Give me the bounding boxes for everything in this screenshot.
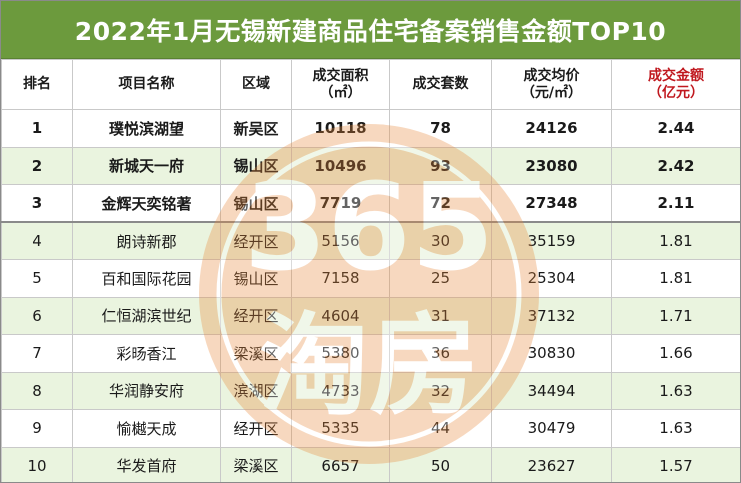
cell-rank: 1	[1, 109, 73, 148]
cell-area: 7719	[291, 184, 390, 223]
cell-area: 10118	[291, 109, 390, 148]
cell-amount: 1.66	[611, 334, 740, 373]
cell-area: 4733	[291, 371, 390, 410]
cell-project: 璞悦滨湖望	[72, 109, 221, 148]
cell-amount: 2.42	[611, 146, 740, 185]
table-row: 9 愉樾天成 经开区 5335 44 30479 1.63	[1, 409, 740, 448]
table-row: 4 朗诗新郡 经开区 5156 30 35159 1.81	[1, 221, 740, 260]
cell-project: 愉樾天成	[72, 409, 221, 448]
cell-amount: 1.81	[611, 259, 740, 298]
cell-rank: 4	[1, 221, 73, 260]
cell-amount: 1.81	[611, 221, 740, 260]
cell-area: 5156	[291, 221, 390, 260]
cell-rank: 9	[1, 409, 73, 448]
table-row: 3 金辉天奕铭著 锡山区 7719 72 27348 2.11	[1, 184, 740, 223]
cell-amount: 2.44	[611, 109, 740, 148]
header-price-line2: （元/㎡）	[520, 84, 583, 101]
cell-project: 百和国际花园	[72, 259, 221, 298]
header-amount-line2: （亿元）	[648, 84, 704, 101]
cell-price: 23080	[491, 146, 612, 185]
table-row: 7 彩旸香江 梁溪区 5380 36 30830 1.66	[1, 334, 740, 373]
cell-district: 新吴区	[220, 109, 292, 148]
cell-area: 5335	[291, 409, 390, 448]
header-units: 成交套数	[389, 59, 492, 110]
cell-price: 30479	[491, 409, 612, 448]
cell-price: 27348	[491, 184, 612, 223]
cell-amount: 1.63	[611, 409, 740, 448]
cell-project: 华润静安府	[72, 371, 221, 410]
table-row: 1 璞悦滨湖望 新吴区 10118 78 24126 2.44	[1, 109, 740, 148]
cell-units: 30	[389, 221, 492, 260]
cell-price: 23627	[491, 446, 612, 482]
header-area: 成交面积 （㎡）	[291, 59, 390, 110]
header-row: 排名 项目名称 区域 成交面积 （㎡） 成交套数 成交均价 （元/㎡） 成交金额…	[1, 59, 740, 110]
cell-price: 30830	[491, 334, 612, 373]
cell-rank: 5	[1, 259, 73, 298]
cell-units: 36	[389, 334, 492, 373]
cell-price: 24126	[491, 109, 612, 148]
cell-price: 34494	[491, 371, 612, 410]
header-area-line1: 成交面积	[312, 67, 369, 84]
cell-units: 50	[389, 446, 492, 482]
cell-units: 25	[389, 259, 492, 298]
header-amount: 成交金额 （亿元）	[611, 59, 740, 110]
table-row: 5 百和国际花园 锡山区 7158 25 25304 1.81	[1, 259, 740, 298]
cell-rank: 2	[1, 146, 73, 185]
cell-district: 滨湖区	[220, 371, 292, 410]
cell-district: 梁溪区	[220, 446, 292, 482]
cell-amount: 1.63	[611, 371, 740, 410]
cell-units: 32	[389, 371, 492, 410]
cell-price: 35159	[491, 221, 612, 260]
cell-price: 25304	[491, 259, 612, 298]
cell-rank: 8	[1, 371, 73, 410]
cell-price: 37132	[491, 296, 612, 335]
cell-amount: 1.71	[611, 296, 740, 335]
header-project: 项目名称	[72, 59, 221, 110]
cell-district: 经开区	[220, 221, 292, 260]
cell-rank: 7	[1, 334, 73, 373]
header-price: 成交均价 （元/㎡）	[491, 59, 612, 110]
table-row: 8 华润静安府 滨湖区 4733 32 34494 1.63	[1, 371, 740, 410]
cell-district: 经开区	[220, 296, 292, 335]
cell-project: 华发首府	[72, 446, 221, 482]
cell-area: 4604	[291, 296, 390, 335]
cell-district: 锡山区	[220, 184, 292, 223]
cell-area: 5380	[291, 334, 390, 373]
header-amount-line1: 成交金额	[648, 67, 704, 84]
table-row: 6 仁恒湖滨世纪 经开区 4604 31 37132 1.71	[1, 296, 740, 335]
cell-project: 新城天一府	[72, 146, 221, 185]
cell-units: 78	[389, 109, 492, 148]
cell-amount: 2.11	[611, 184, 740, 223]
cell-area: 10496	[291, 146, 390, 185]
cell-project: 仁恒湖滨世纪	[72, 296, 221, 335]
table-row: 2 新城天一府 锡山区 10496 93 23080 2.42	[1, 146, 740, 185]
cell-units: 44	[389, 409, 492, 448]
cell-rank: 10	[1, 446, 73, 482]
cell-units: 31	[389, 296, 492, 335]
cell-district: 锡山区	[220, 146, 292, 185]
cell-units: 72	[389, 184, 492, 223]
cell-rank: 6	[1, 296, 73, 335]
table-row: 10 华发首府 梁溪区 6657 50 23627 1.57	[1, 446, 740, 482]
sales-table: 排名 项目名称 区域 成交面积 （㎡） 成交套数 成交均价 （元/㎡） 成交金额…	[1, 59, 740, 482]
cell-project: 金辉天奕铭著	[72, 184, 221, 223]
table-title: 2022年1月无锡新建商品住宅备案销售金额TOP10	[1, 1, 740, 59]
cell-area: 6657	[291, 446, 390, 482]
cell-units: 93	[389, 146, 492, 185]
header-district: 区域	[220, 59, 292, 110]
header-rank: 排名	[1, 59, 73, 110]
cell-district: 经开区	[220, 409, 292, 448]
cell-district: 锡山区	[220, 259, 292, 298]
header-area-line2: （㎡）	[319, 84, 362, 101]
cell-project: 朗诗新郡	[72, 221, 221, 260]
cell-district: 梁溪区	[220, 334, 292, 373]
header-price-line1: 成交均价	[523, 67, 580, 84]
cell-project: 彩旸香江	[72, 334, 221, 373]
cell-area: 7158	[291, 259, 390, 298]
cell-amount: 1.57	[611, 446, 740, 482]
cell-rank: 3	[1, 184, 73, 223]
